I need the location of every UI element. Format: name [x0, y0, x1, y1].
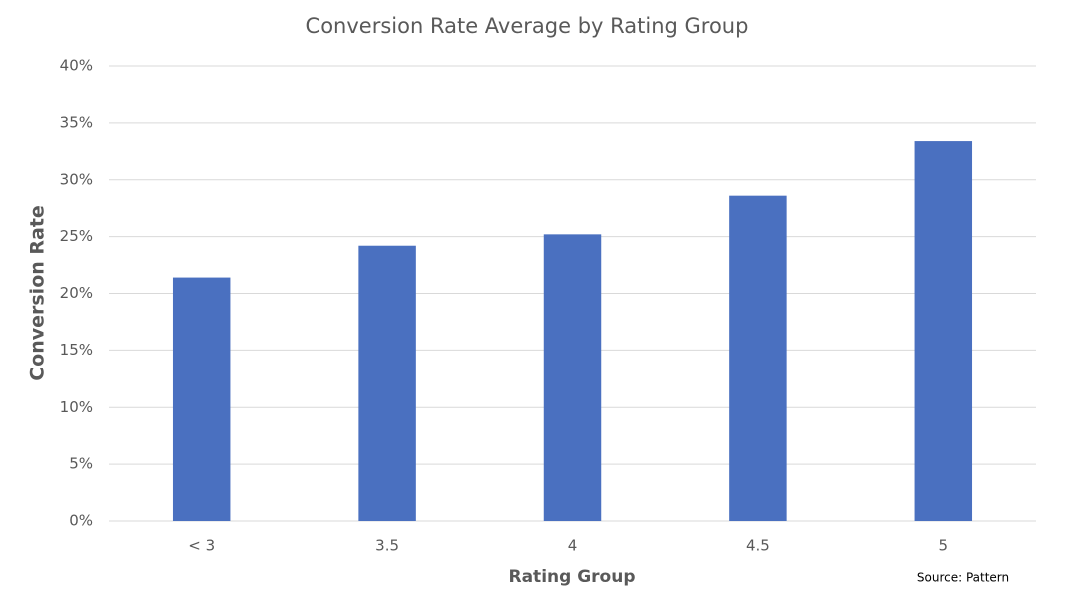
y-tick-label: 10% — [60, 398, 93, 416]
x-tick-label: 3.5 — [375, 537, 399, 555]
y-axis-label: Conversion Rate — [27, 205, 49, 381]
y-tick-label: 15% — [60, 341, 93, 359]
x-tick-label: < 3 — [188, 537, 215, 555]
x-tick-label: 4.5 — [746, 537, 770, 555]
bar — [729, 195, 787, 522]
chart-title: Conversion Rate Average by Rating Group — [306, 14, 749, 38]
y-tick-label: 5% — [69, 455, 93, 473]
bar — [172, 277, 231, 521]
bar — [914, 141, 973, 521]
bar — [358, 245, 416, 521]
y-tick-label: 0% — [69, 512, 93, 530]
y-tick-label: 35% — [60, 113, 93, 131]
x-tick-label: 4 — [568, 537, 578, 555]
y-tick-label: 30% — [60, 170, 93, 188]
x-axis-label: Rating Group — [509, 567, 636, 587]
y-tick-label: 20% — [60, 284, 93, 302]
y-tick-label: 25% — [60, 227, 93, 245]
y-tick-label: 40% — [60, 57, 93, 75]
x-tick-label: 5 — [939, 537, 949, 555]
source-note: Source: Pattern — [917, 571, 1009, 585]
bar — [543, 234, 602, 521]
